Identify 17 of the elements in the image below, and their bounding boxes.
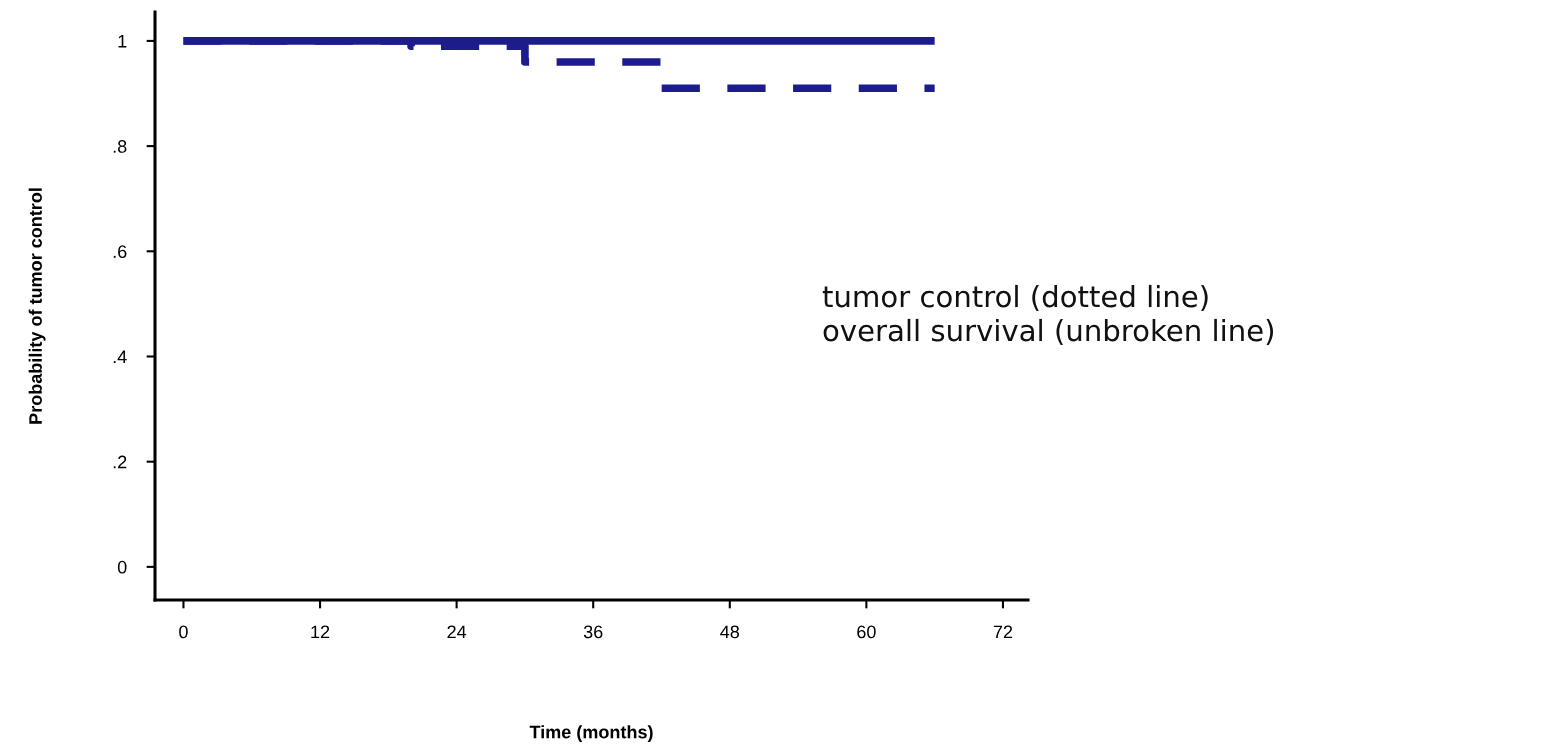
annotation: tumor control (dotted line)	[822, 284, 1208, 311]
y-tick-label: 1	[118, 35, 127, 48]
y-tick-label: .2	[113, 455, 127, 469]
x-axis-title: Time (months)	[529, 725, 653, 742]
x-tick-label: 60	[857, 625, 876, 639]
x-tick-label: 12	[311, 625, 330, 639]
x-tick-label: 48	[720, 625, 740, 639]
x-tick-label: 72	[993, 625, 1013, 639]
y-tick-label: 0	[117, 560, 127, 574]
y-axis-title: Probability of tumor control	[28, 188, 46, 424]
y-tick-label: .8	[113, 140, 127, 153]
annotation: overall survival (unbroken line)	[823, 318, 1274, 345]
x-tick-label: 0	[179, 625, 188, 639]
y-tick-label: .4	[113, 350, 127, 364]
x-tick-label: 24	[447, 625, 467, 639]
x-tick-label: 36	[583, 625, 603, 639]
y-tick-label: .6	[113, 245, 127, 259]
